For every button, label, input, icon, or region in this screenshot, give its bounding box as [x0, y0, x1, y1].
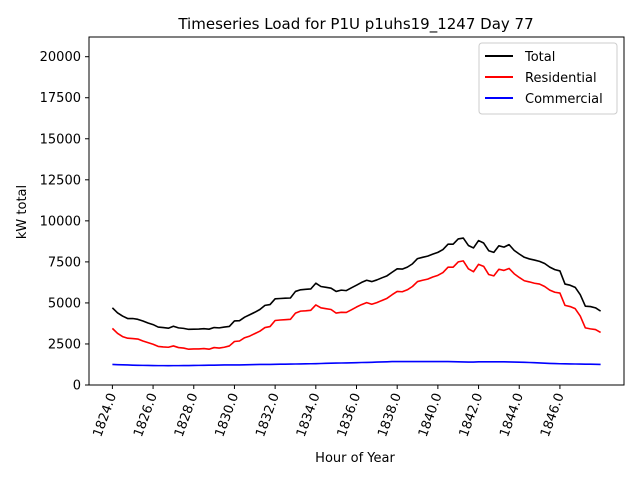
legend-label-commercial: Commercial [525, 92, 603, 107]
chart-title: Timeseries Load for P1U p1uhs19_1247 Day… [177, 15, 533, 34]
y-tick-label: 12500 [40, 173, 81, 188]
series-line-total [111, 237, 602, 331]
y-axis: 0 2500 5000 7500 10000 12500 15000 17500 20000 [40, 50, 89, 394]
y-tick-label: 0 [73, 379, 81, 394]
legend: Total Residential Commercial [478, 42, 618, 115]
x-axis-label: Hour of Year [315, 451, 395, 466]
y-tick-label: 7500 [48, 255, 81, 270]
y-axis-label: kW total [15, 185, 30, 239]
y-tick-label: 2500 [48, 337, 81, 352]
y-tick-label: 17500 [40, 91, 81, 106]
legend-label-total: Total [524, 50, 555, 65]
series-line-residential [111, 260, 602, 351]
y-tick-label: 5000 [48, 296, 81, 311]
legend-label-residential: Residential [525, 71, 597, 86]
y-tick-label: 10000 [40, 214, 81, 229]
plot-frame [88, 36, 625, 386]
y-tick-label: 15000 [40, 132, 81, 147]
y-tick-label: 20000 [40, 50, 81, 65]
series-line-commercial [112, 360, 601, 367]
series-layer [111, 237, 602, 367]
legend-box [478, 42, 618, 115]
